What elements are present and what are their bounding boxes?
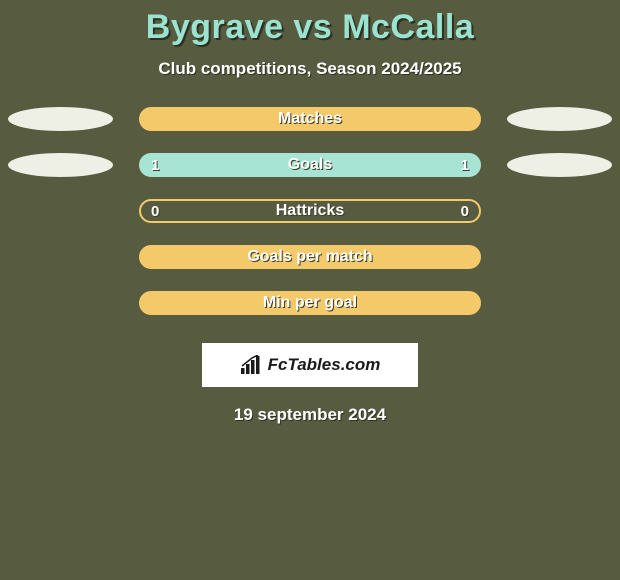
left-value-ellipse (8, 153, 113, 177)
bar-label: Hattricks (276, 202, 344, 220)
bar-value-right: 1 (461, 157, 469, 174)
comparison-rows: Matches 1 Goals 1 0 Hattricks 0 Goals per match… (0, 107, 620, 315)
comparison-row: Matches (0, 107, 620, 131)
comparison-row: Goals per match (0, 245, 620, 269)
comparison-chart: Bygrave vs McCalla Club competitions, Se… (0, 0, 620, 425)
bar-value-left: 1 (151, 157, 159, 174)
bar-label: Matches (278, 110, 342, 128)
left-value-ellipse (8, 107, 113, 131)
comparison-row: Min per goal (0, 291, 620, 315)
bar-value-right: 0 (461, 203, 469, 220)
logo-text: FcTables.com (268, 355, 381, 375)
bar-fill-right (310, 155, 479, 175)
comparison-bar: Matches (139, 107, 481, 131)
comparison-bar: 0 Hattricks 0 (139, 199, 481, 223)
right-value-ellipse (507, 107, 612, 131)
bar-label: Goals per match (247, 248, 372, 266)
bar-label: Goals (288, 156, 332, 174)
right-value-ellipse (507, 153, 612, 177)
comparison-bar: Min per goal (139, 291, 481, 315)
comparison-bar: Goals per match (139, 245, 481, 269)
bar-label: Min per goal (263, 294, 357, 312)
bar-fill-left (141, 155, 310, 175)
comparison-row: 1 Goals 1 (0, 153, 620, 177)
page-subtitle: Club competitions, Season 2024/2025 (158, 59, 461, 79)
footer-date: 19 september 2024 (234, 405, 386, 425)
bar-chart-icon (240, 355, 262, 375)
logo-box: FcTables.com (202, 343, 418, 387)
bar-value-left: 0 (151, 203, 159, 220)
comparison-row: 0 Hattricks 0 (0, 199, 620, 223)
comparison-bar: 1 Goals 1 (139, 153, 481, 177)
page-title: Bygrave vs McCalla (146, 8, 474, 47)
